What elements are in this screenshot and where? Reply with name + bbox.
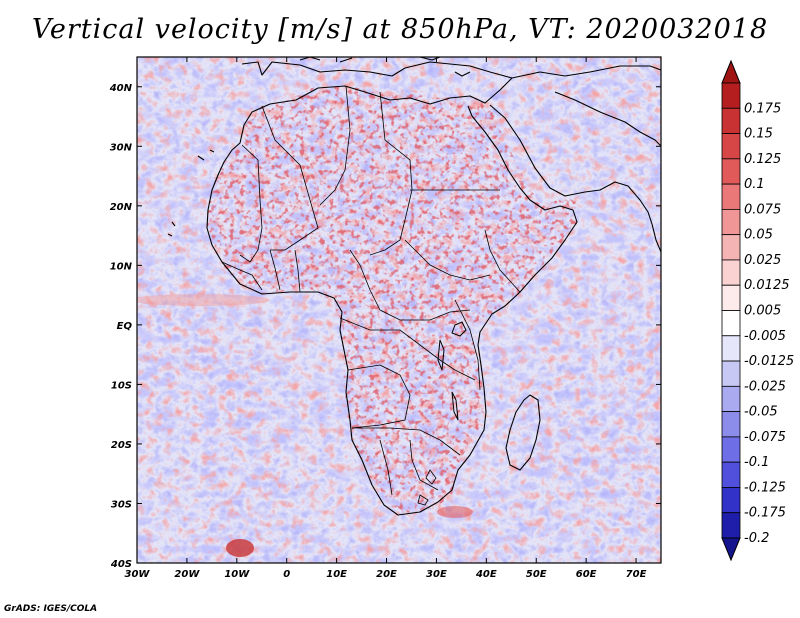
colorbar-label: 0.05 [744,228,773,243]
colorbar-swatch [721,208,741,236]
lon-tick-label: 40E [475,569,497,580]
colorbar-label: -0.175 [744,506,786,521]
lat-tick-label: 30S [111,499,132,510]
colorbar-swatch [721,436,741,463]
lat-tick-label: 10N [110,261,133,272]
credit-footer: GrADS: IGES/COLA [4,604,98,614]
map-frame [136,56,662,564]
colorbar-label: 0.175 [744,101,781,116]
lat-tick-label: 10S [111,380,132,391]
country-borders [221,85,521,506]
lat-tick-label: 40N [109,83,133,94]
lon-tick-label: 0 [283,569,290,580]
lon-tick-label: 60E [576,569,597,580]
colorbar-swatch [721,183,741,210]
colorbar-swatch [721,411,741,438]
colorbar-swatch [721,360,741,387]
lat-tick-label: 40S [110,559,132,570]
colorbar-label: 0.1 [744,177,765,192]
colorbar-label: -0.125 [744,480,786,495]
coastlines [167,57,661,516]
lat-tick-label: 20S [111,440,132,451]
colorbar-swatch [721,133,741,160]
colorbar-label: 0.125 [744,152,781,167]
lon-tick-label: 20W [174,569,200,580]
colorbar-label: 0.0125 [744,278,790,293]
colorbar-label: -0.1 [744,455,769,470]
colorbar: 0.175 0.15 0.125 0.1 0.075 0.05 0.025 0.0125 0.0… [721,59,794,562]
lon-tick-label: 10E [326,569,347,580]
colorbar-swatch [721,512,741,539]
colorbar-swatch [721,487,741,514]
velocity-field [137,57,661,563]
colorbar-label: -0.2 [744,531,769,546]
colorbar-label: -0.005 [744,329,786,344]
lat-tick-label: 30N [110,142,133,153]
colorbar-swatch [721,335,741,362]
colorbar-swatch [721,310,741,337]
colorbar-label: -0.0125 [744,354,794,369]
lon-tick-label: 10W [224,569,250,580]
colorbar-label: 0.075 [744,202,781,217]
colorbar-label: -0.025 [744,379,786,394]
colorbar-label: -0.05 [744,405,778,420]
lakes [437,321,467,421]
lon-tick-label: 20E [376,569,397,580]
colorbar-label: 0.025 [744,253,781,268]
lon-tick-label: 30W [125,569,151,580]
colorbar-swatch [721,284,741,311]
lat-tick-label: EQ [117,321,133,332]
colorbar-swatch [721,107,741,134]
colorbar-top-arrow [721,59,741,84]
colorbar-label: 0.15 [744,127,773,142]
colorbar-swatch [721,82,741,109]
colorbar-label: -0.075 [744,430,786,445]
lon-tick-label: 50E [526,569,547,580]
colorbar-swatch [721,461,741,488]
colorbar-label: 0.005 [744,304,781,319]
colorbar-bottom-arrow [721,537,741,562]
colorbar-swatch [721,259,741,286]
colorbar-swatch [721,234,741,261]
colorbar-swatch [721,385,741,413]
map-title: Vertical velocity [m/s] at 850hPa, VT: 2… [31,14,769,45]
lon-tick-label: 70E [626,569,647,580]
lat-tick-label: 20N [110,202,133,213]
lon-tick-label: 30E [426,569,447,580]
colorbar-swatch [721,158,741,185]
